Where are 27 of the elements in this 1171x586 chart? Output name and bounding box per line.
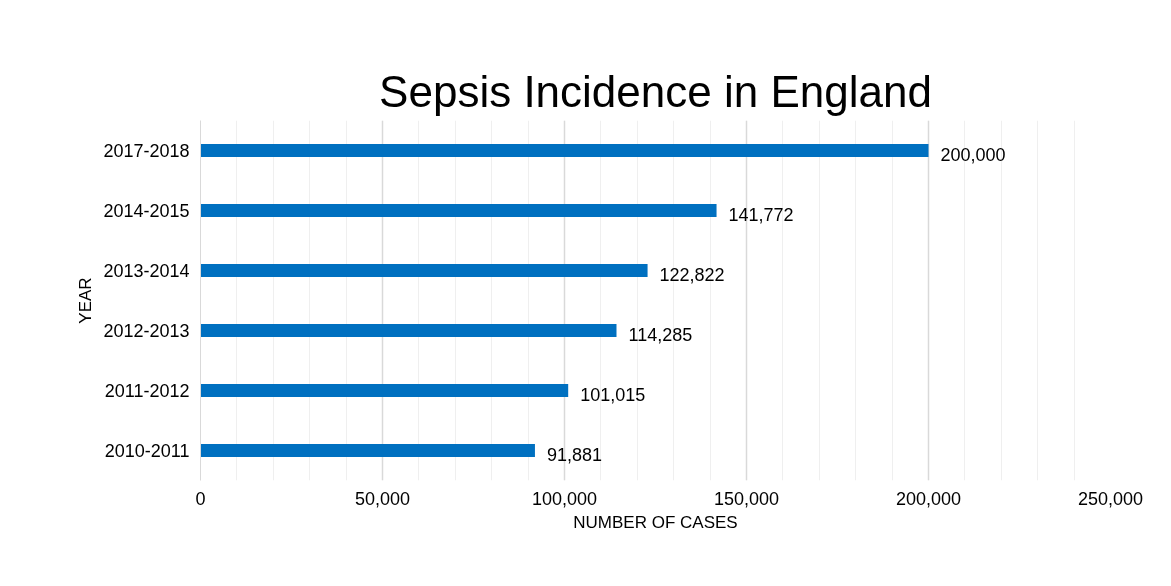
bar <box>200 143 929 158</box>
y-tick-label: 2011-2012 <box>104 381 190 401</box>
data-label: 122,822 <box>659 264 725 285</box>
x-tick-label: 0 <box>195 488 206 509</box>
y-tick-label: 2014-2015 <box>103 201 190 221</box>
data-label: 91,881 <box>546 444 603 465</box>
chart-title: Sepsis Incidence in England <box>379 66 932 116</box>
bar <box>200 443 535 458</box>
bar <box>200 263 648 278</box>
y-tick-label: 2013-2014 <box>103 261 190 281</box>
y-tick-label: 2017-2018 <box>103 141 190 161</box>
bar <box>200 323 617 338</box>
data-label: 101,015 <box>580 384 646 405</box>
data-label: 114,285 <box>628 324 693 345</box>
x-tick-label: 250,000 <box>1077 488 1144 509</box>
x-axis-title: NUMBER OF CASES <box>573 512 738 532</box>
data-label: 200,000 <box>940 144 1006 165</box>
x-tick-label: 50,000 <box>354 488 411 509</box>
x-tick-label: 200,000 <box>895 488 962 509</box>
x-tick-label: 100,000 <box>531 488 598 509</box>
bar <box>200 383 569 398</box>
bar <box>200 203 717 218</box>
data-label: 141,772 <box>728 204 794 225</box>
x-tick-label: 150,000 <box>713 488 780 509</box>
y-tick-label: 2012-2013 <box>103 321 190 341</box>
y-axis-title: YEAR <box>76 277 96 324</box>
y-tick-label: 2010-2011 <box>104 441 190 461</box>
